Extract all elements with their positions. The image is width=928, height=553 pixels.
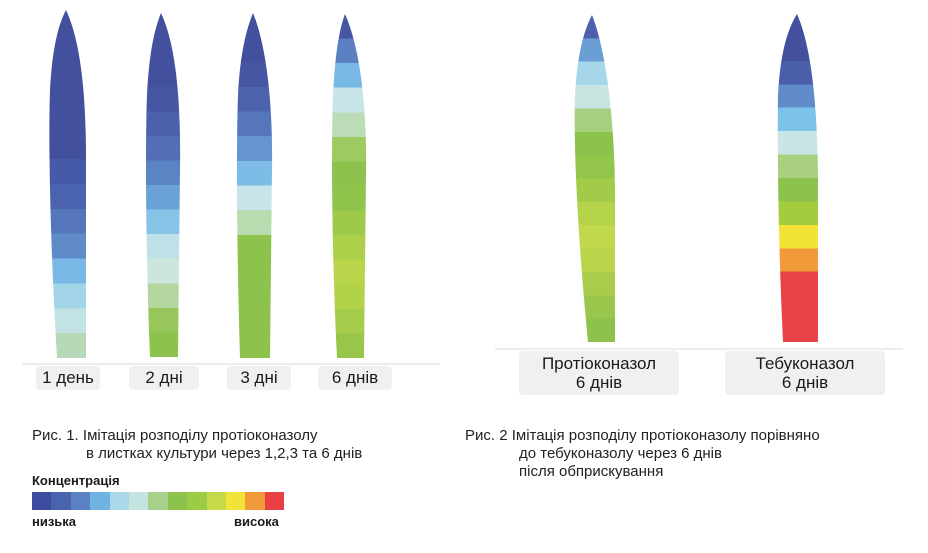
- leaf-tebuconazole: [777, 14, 818, 342]
- figure1-caption-line2: в листках культури через 1,2,3 та 6 днів: [86, 445, 363, 462]
- figure2-caption-line3: після обприскування: [519, 463, 664, 480]
- legend-swatch-12: [264, 492, 285, 510]
- figure2-caption-line1: Рис. 2 Імітація розподілу протіоконазолу…: [465, 427, 820, 444]
- figure2-caption: Рис. 2 Імітація розподілу протіоконазолу…: [465, 427, 925, 481]
- label-day-3: 3 дні: [227, 366, 291, 390]
- legend-low-label: низька: [32, 514, 77, 529]
- label-day-1: 1 день: [36, 366, 100, 390]
- legend-swatch-10: [225, 492, 246, 510]
- leaf-day-2: [146, 13, 181, 357]
- leaf-day-6: [332, 14, 367, 358]
- legend-color-bar: [32, 492, 285, 510]
- label-prothioconazole: Протіоконазол 6 днів: [519, 351, 679, 395]
- legend-swatch-1: [51, 492, 71, 510]
- legend-swatch-7: [167, 492, 188, 510]
- figure1-caption: Рис. 1. Імітація розподілу протіоконазол…: [32, 427, 452, 463]
- legend-swatch-8: [187, 492, 207, 510]
- legend-swatch-6: [148, 492, 168, 510]
- legend-swatch-9: [206, 492, 226, 510]
- figure2-caption-line2: до тебуконазолу через 6 днів: [519, 445, 722, 462]
- legend-swatch-0: [32, 492, 52, 510]
- label-day-2: 2 дні: [129, 366, 199, 390]
- label-tebuconazole: Тебуконазол 6 днів: [725, 351, 885, 395]
- legend-swatch-4: [109, 492, 129, 510]
- figure1-caption-line1: Рис. 1. Імітація розподілу протіоконазол…: [32, 427, 318, 444]
- legend-swatch-5: [128, 492, 149, 510]
- label-day-6: 6 днів: [318, 366, 392, 390]
- legend-title: Концентрація: [32, 473, 120, 488]
- leaf-day-1: [49, 10, 86, 358]
- legend-swatch-2: [70, 492, 91, 510]
- legend-swatch-3: [90, 492, 110, 510]
- legend-swatch-11: [245, 492, 265, 510]
- leaf-day-3: [236, 13, 273, 358]
- legend-high-label: висока: [234, 514, 279, 529]
- figure1-panel: [22, 0, 440, 365]
- leaf-prothioconazole: [574, 15, 615, 342]
